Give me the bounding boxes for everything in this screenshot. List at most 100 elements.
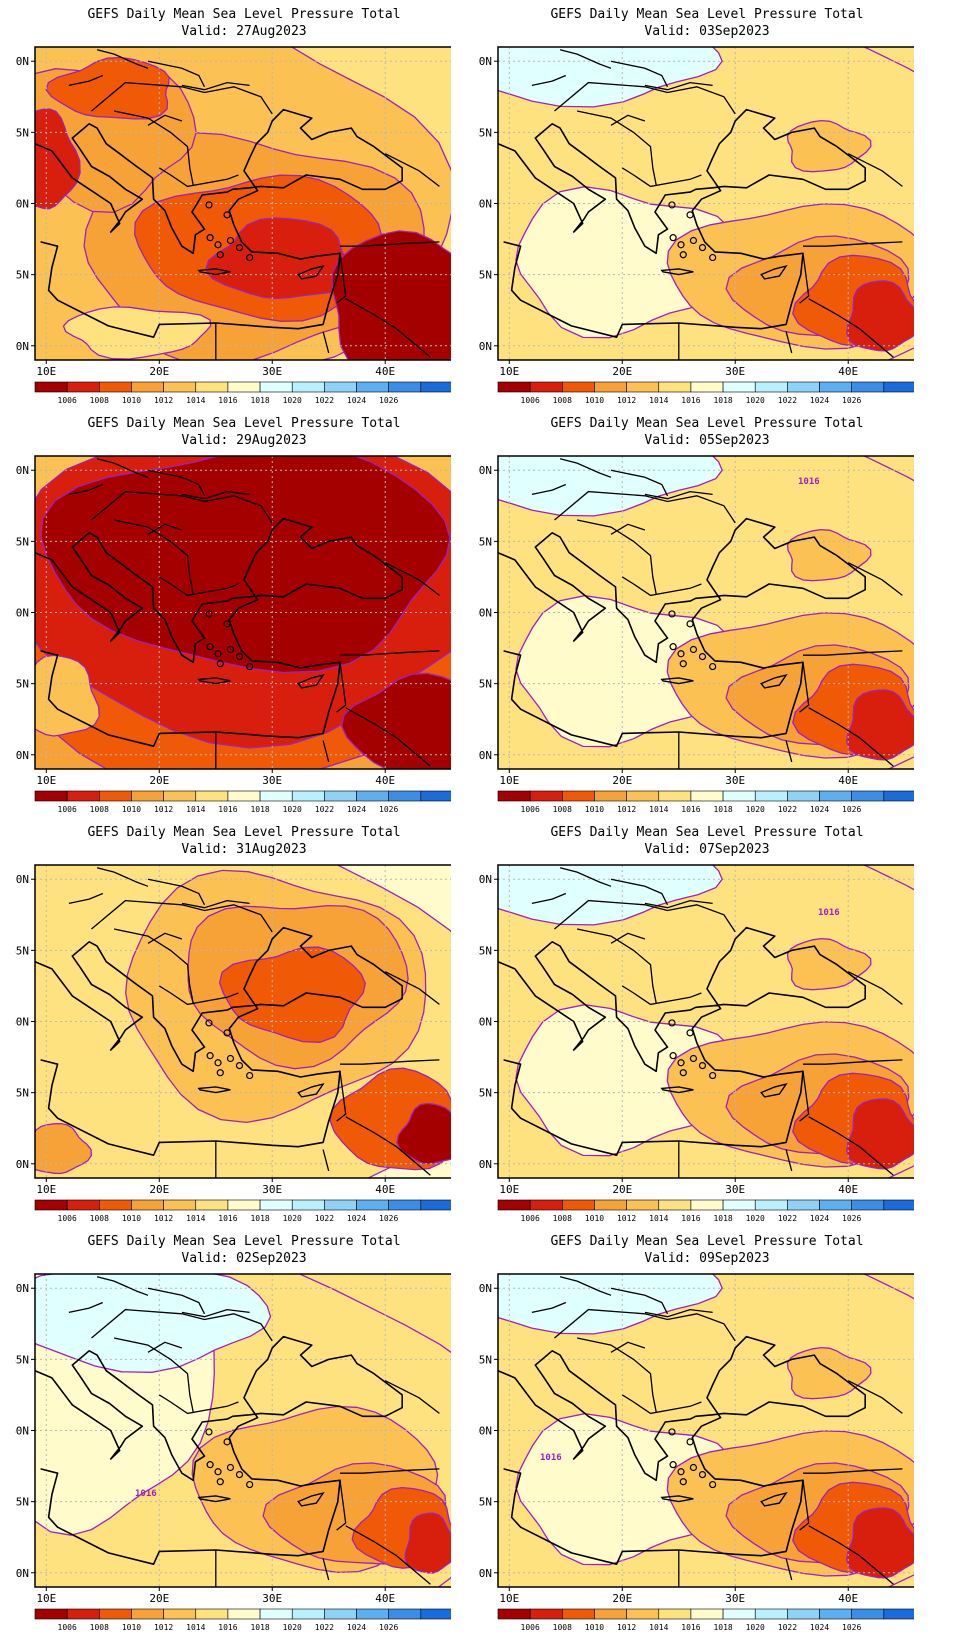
colorbar-tick-label: 1022 (778, 1214, 797, 1223)
colorbar-swatch (291, 1199, 325, 1211)
panel-title: GEFS Daily Mean Sea Level Pressure Total (87, 825, 400, 840)
colorbar-tick-label: 1016 (218, 805, 237, 814)
island-crete (660, 1086, 694, 1094)
aegean-island (214, 1059, 222, 1067)
pressure-contour-region (515, 595, 737, 748)
country-border (559, 49, 612, 69)
country-border (68, 483, 104, 496)
country-border (621, 985, 702, 1006)
aegean-island (223, 1029, 231, 1037)
lon-label: 10E (499, 774, 519, 787)
colorbar-swatch (883, 790, 914, 802)
colorbar-tick-label: 1010 (122, 805, 141, 814)
colorbar-tick-label: 1014 (649, 1214, 668, 1223)
lon-label: 10E (499, 1183, 519, 1196)
lon-label: 40E (838, 1592, 858, 1605)
lat-label: 45N (478, 944, 492, 957)
colorbar-swatch (529, 790, 563, 802)
lat-label: 40N (15, 198, 29, 211)
lon-label: 30E (725, 365, 745, 378)
colorbar-tick-label: 1012 (617, 805, 636, 814)
colorbar-swatch (388, 1608, 422, 1620)
colorbar-swatch (420, 790, 451, 802)
country-border (785, 331, 793, 354)
pressure-contour-region (515, 186, 737, 339)
lon-label: 30E (262, 365, 282, 378)
country-border (803, 1468, 903, 1474)
colorbar: 1006 1008 1010 1012 1014 1016 1018 1020 1022 1024… (497, 1199, 914, 1223)
country-border (336, 1071, 347, 1122)
panel-title: GEFS Daily Mean Sea Level Pressure Total (550, 825, 863, 840)
country-border (785, 740, 793, 763)
colorbar-swatch (66, 790, 100, 802)
colorbar-tick-label: 1008 (90, 805, 109, 814)
colorbar-swatch (658, 1608, 692, 1620)
country-border (847, 1380, 903, 1414)
lon-label: 10E (36, 365, 56, 378)
colorbar-swatch (754, 1608, 788, 1620)
country-border (785, 1558, 793, 1581)
lat-label: 30N (15, 1158, 29, 1171)
colorbar-tick-label: 1020 (283, 1214, 302, 1223)
lat-label: 35N (478, 1087, 492, 1100)
lon-label: 30E (725, 774, 745, 787)
island-crete (197, 1086, 231, 1094)
country-border (621, 576, 702, 597)
aegean-island (689, 1463, 698, 1472)
country-border (559, 867, 612, 887)
colorbar-tick-label: 1012 (154, 1214, 173, 1223)
lat-label: 45N (15, 126, 29, 139)
colorbar-tick-label: 1024 (810, 1623, 829, 1632)
colorbar-swatch (883, 381, 914, 393)
lat-label: 35N (15, 1087, 29, 1100)
colorbar-tick-label: 1026 (379, 1623, 398, 1632)
country-border (91, 899, 273, 933)
map-panel-6: GEFS Daily Mean Sea Level Pressure Total… (15, 1234, 451, 1632)
colorbar-tick-label: 1012 (617, 1214, 636, 1223)
colorbar-swatch (690, 1199, 724, 1211)
country-border (610, 1287, 669, 1315)
aegean-island (226, 1054, 235, 1063)
colorbar-swatch (131, 1608, 164, 1620)
country-border (68, 892, 104, 905)
coastline (498, 1335, 866, 1565)
lon-label: 10E (36, 1592, 56, 1605)
colorbar-swatch (66, 1608, 100, 1620)
colorbar-tick-label: 1022 (778, 1623, 797, 1632)
colorbar-swatch (851, 1608, 885, 1620)
country-border (554, 81, 736, 115)
lon-label: 10E (499, 365, 519, 378)
panel-title: GEFS Daily Mean Sea Level Pressure Total (87, 1234, 400, 1249)
colorbar-swatch (163, 381, 197, 393)
aegean-island (698, 1471, 707, 1479)
island-cyprus (297, 1491, 325, 1507)
aegean-island (698, 653, 707, 661)
colorbar-swatch (787, 381, 820, 393)
panel-valid-date: Valid: 03Sep2023 (644, 24, 769, 39)
colorbar-tick-label: 1014 (186, 1214, 205, 1223)
aegean-island (709, 1071, 717, 1080)
colorbar-swatch (356, 1608, 389, 1620)
aegean-island (689, 645, 698, 654)
lat-label: 30N (15, 1567, 29, 1580)
pressure-contour-region (341, 672, 451, 769)
colorbar-swatch (819, 1199, 852, 1211)
lon-label: 40E (838, 774, 858, 787)
lat-label: 40N (478, 1016, 492, 1029)
country-border (113, 110, 194, 186)
colorbar-tick-label: 1014 (649, 1623, 668, 1632)
lat-label: 40N (478, 198, 492, 211)
country-border (559, 458, 612, 478)
colorbar-tick-label: 1024 (810, 805, 829, 814)
aegean-island (668, 201, 676, 209)
country-border (803, 241, 903, 247)
colorbar-swatch (324, 1199, 357, 1211)
colorbar-swatch (291, 790, 325, 802)
colorbar-tick-label: 1024 (810, 1214, 829, 1223)
lat-label: 40N (478, 1425, 492, 1438)
colorbar-tick-label: 1008 (553, 396, 572, 405)
island-crete (660, 677, 694, 685)
colorbar-swatch (690, 790, 724, 802)
country-border (808, 1116, 894, 1176)
lat-label: 35N (15, 269, 29, 282)
